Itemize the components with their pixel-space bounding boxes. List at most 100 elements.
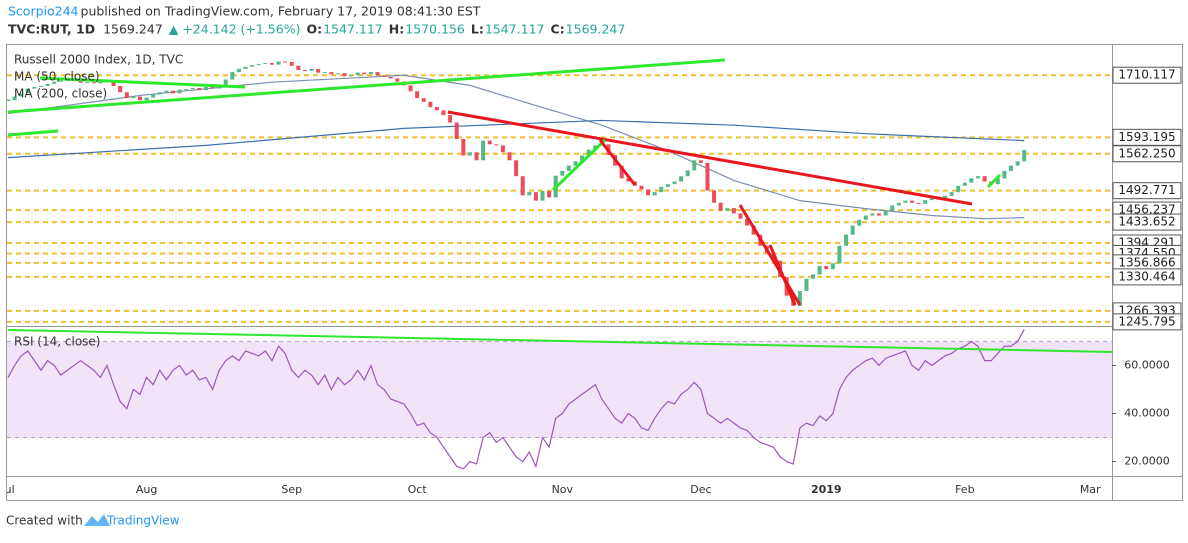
candle-body: [210, 86, 215, 89]
candle-body: [12, 96, 17, 101]
candle-body: [45, 83, 50, 86]
candle-body: [434, 107, 439, 111]
candle-body: [824, 265, 829, 270]
candle-body: [718, 202, 723, 211]
candle-body: [78, 81, 83, 83]
y-tick-label: 20.0000: [1124, 455, 1170, 468]
candle-body: [98, 81, 103, 84]
candle-body: [368, 72, 373, 75]
candle-body: [230, 72, 235, 80]
candle-body: [342, 73, 347, 77]
ohlc-value: 1569.247: [566, 22, 626, 37]
candle-body: [804, 278, 809, 291]
moving-average: [7, 74, 1025, 220]
candle-body: [580, 155, 585, 162]
y-tick-label: 1593.195: [1118, 130, 1175, 144]
candle-body: [309, 68, 314, 72]
candle-body: [745, 218, 750, 226]
y-tick-label: 60.0000: [1124, 358, 1170, 371]
trendline: [768, 244, 797, 306]
candle-body: [923, 200, 928, 204]
legend-entry: MA (50, close): [14, 70, 100, 84]
x-tick-label: Dec: [690, 483, 711, 496]
candle-body: [487, 140, 492, 145]
candle-body: [639, 185, 644, 190]
candle-body: [111, 80, 116, 86]
candle-body: [276, 61, 281, 65]
tv-logo[interactable]: [84, 514, 110, 526]
candle-body: [533, 192, 538, 201]
candle-body: [151, 94, 156, 98]
rsi-pane: [7, 329, 1112, 470]
candle-body: [243, 66, 248, 69]
trendline: [986, 173, 1002, 189]
candle-body: [844, 234, 849, 246]
candle-body: [144, 97, 149, 101]
candle-body: [870, 213, 875, 216]
candle-body: [85, 82, 90, 84]
candle-body: [316, 68, 321, 73]
trendline: [7, 329, 1112, 353]
ohlc-label: H:: [389, 22, 404, 37]
y-tick-label: 1562.250: [1118, 146, 1175, 160]
ohlc-line: 1569.247 ▲ +24.142 (+1.56%) O: 1547.117 H: 15…: [103, 22, 625, 37]
candle-body: [685, 170, 690, 177]
y-tick-label: 1245.795: [1118, 314, 1175, 328]
candle-body: [441, 110, 446, 116]
candle-body: [573, 161, 578, 166]
candle-body: [375, 72, 380, 76]
ohlc-value: 1547.117: [323, 22, 383, 37]
drawings: [7, 58, 1002, 306]
candle-body: [514, 160, 519, 177]
candle-body: [850, 225, 855, 235]
candle-body: [646, 189, 651, 196]
candle-body: [322, 72, 327, 74]
candle-body: [863, 215, 868, 220]
author[interactable]: Scorpio244: [8, 4, 79, 19]
candle-body: [177, 89, 182, 94]
x-tick-label: Feb: [955, 483, 974, 496]
y-tick-label: 1330.464: [1118, 269, 1175, 283]
candle-body: [467, 152, 472, 156]
rsi-line: [7, 329, 1025, 470]
y-tick-label: 1356.866: [1118, 255, 1175, 269]
candle-body: [118, 85, 123, 93]
price-label-box: [1112, 213, 1182, 231]
candle-body: [1002, 170, 1007, 179]
candle-body: [520, 176, 525, 196]
candle-body: [890, 205, 895, 211]
candle-body: [494, 144, 499, 146]
candle-body: [969, 178, 974, 183]
candle-body: [896, 202, 901, 206]
candle-body: [705, 162, 710, 191]
legend-entry: MA (200, close): [14, 87, 107, 101]
candle-body: [296, 65, 301, 70]
published: published on TradingView.com, February 1…: [81, 4, 481, 19]
candle-body: [481, 140, 486, 161]
candle-body: [626, 178, 631, 182]
candle-body: [698, 160, 703, 163]
ohlc-label: C:: [550, 22, 564, 37]
y-tick-label: 1492.771: [1118, 183, 1175, 197]
trendline: [7, 58, 726, 114]
y-tick-label: 1433.652: [1118, 215, 1175, 229]
candle-body: [1009, 165, 1014, 171]
candle-body: [203, 86, 208, 91]
trendline: [598, 139, 637, 186]
candle-body: [877, 213, 882, 216]
candle-body: [184, 89, 189, 91]
y-tick-label: 40.0000: [1124, 407, 1170, 420]
candle-body: [665, 184, 670, 187]
candle-body: [1022, 150, 1027, 162]
candle-body: [619, 165, 624, 179]
x-tick-label: Aug: [136, 483, 157, 496]
candle-body: [566, 165, 571, 171]
candle-body: [586, 149, 591, 156]
trendline: [39, 76, 246, 89]
candle-body: [428, 101, 433, 108]
y-tick-label: 1710.117: [1118, 68, 1175, 82]
footer-brand[interactable]: TradingView: [106, 514, 180, 528]
candle-body: [52, 81, 57, 84]
candle-body: [461, 139, 466, 156]
candle-body: [131, 96, 136, 99]
